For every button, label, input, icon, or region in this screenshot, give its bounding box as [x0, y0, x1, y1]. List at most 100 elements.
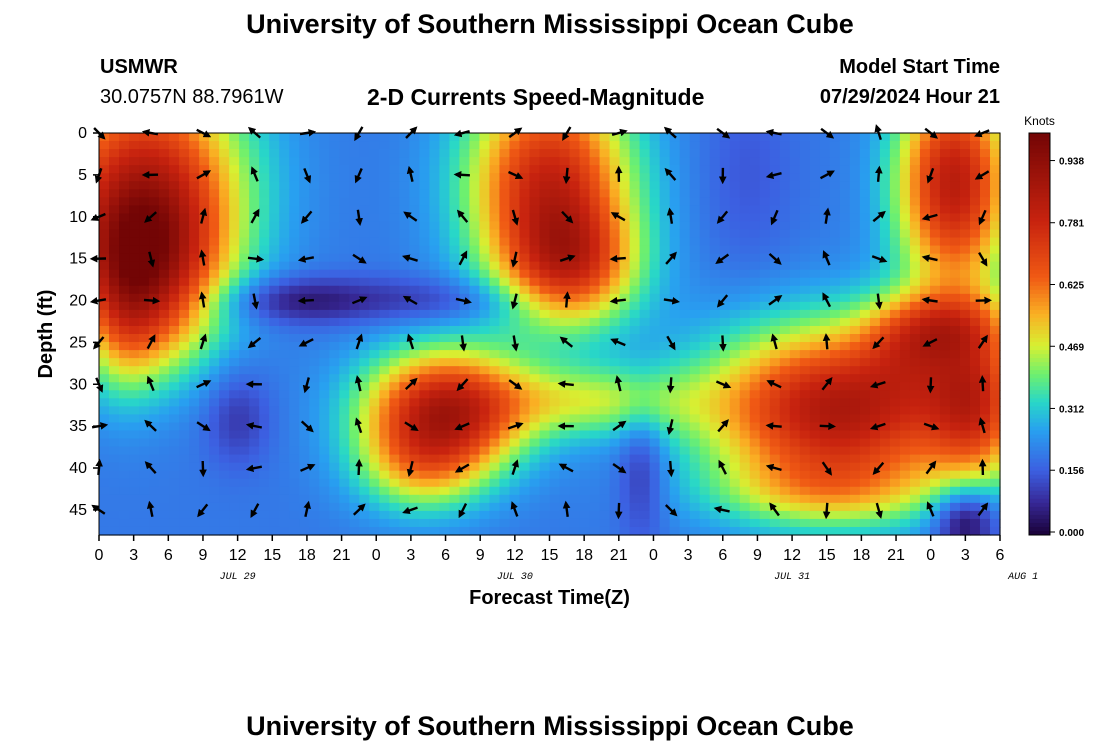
heatmap-cell: [659, 253, 671, 263]
heatmap-cell: [779, 422, 791, 432]
heatmap-cell: [899, 454, 911, 464]
heatmap-cell: [439, 366, 450, 375]
heatmap-cell: [959, 197, 971, 206]
heatmap-cell: [959, 526, 971, 536]
heatmap-cell: [759, 285, 771, 295]
heatmap-cell: [159, 205, 170, 214]
heatmap-cell: [899, 374, 911, 383]
heatmap-cell: [879, 494, 891, 504]
heatmap-cell: [659, 334, 671, 343]
heatmap-cell: [449, 334, 460, 343]
heatmap-cell: [269, 382, 280, 391]
heatmap-cell: [869, 390, 881, 399]
current-arrow: [144, 419, 157, 432]
heatmap-cell: [759, 197, 771, 206]
heatmap-cell: [909, 221, 921, 231]
heatmap-cell: [919, 229, 931, 239]
heatmap-cell: [969, 141, 981, 150]
heatmap-cell: [129, 422, 140, 432]
heatmap-cell: [389, 342, 400, 351]
heatmap-cell: [569, 486, 581, 496]
heatmap-cell: [879, 366, 891, 375]
current-arrow: [354, 168, 363, 184]
heatmap-cell: [699, 334, 711, 343]
heatmap-cell: [609, 438, 621, 448]
heatmap-cell: [539, 317, 551, 327]
heatmap-cell: [299, 205, 310, 214]
heatmap-cell: [199, 325, 210, 335]
heatmap-cell: [129, 197, 140, 206]
heatmap-cell: [909, 454, 921, 464]
heatmap-cell: [679, 454, 691, 464]
heatmap-cell: [409, 229, 420, 239]
heatmap-cell: [179, 494, 190, 504]
heatmap-cell: [899, 165, 911, 174]
heatmap-cell: [489, 486, 501, 496]
heatmap-cell: [979, 173, 991, 182]
heatmap-cell: [739, 253, 751, 263]
heatmap-cell: [379, 462, 390, 472]
heatmap-cell: [809, 253, 821, 263]
heatmap-cell: [709, 237, 721, 247]
heatmap-cell: [669, 414, 681, 424]
heatmap-cell: [99, 438, 110, 448]
heatmap-cell: [309, 502, 320, 512]
heatmap-cell: [539, 173, 551, 182]
heatmap-cell: [99, 189, 110, 198]
heatmap-cell: [259, 237, 270, 247]
heatmap-cell: [199, 358, 210, 367]
heatmap-cell: [309, 221, 320, 231]
heatmap-cell: [719, 205, 731, 214]
heatmap-cell: [959, 189, 971, 198]
heatmap-cell: [569, 358, 581, 367]
current-arrow: [199, 460, 207, 478]
heatmap-cell: [899, 382, 911, 391]
heatmap-cell: [409, 366, 420, 375]
heatmap-cell: [459, 430, 471, 440]
heatmap-cell: [779, 470, 791, 480]
heatmap-cell: [389, 173, 400, 182]
heatmap-cell: [339, 133, 350, 142]
heatmap-cell: [189, 414, 200, 424]
heatmap-cell: [439, 422, 450, 432]
heatmap-cells: [99, 133, 1001, 536]
heatmap-cell: [519, 470, 531, 480]
heatmap-cell: [989, 502, 1001, 512]
heatmap-cell: [169, 358, 180, 367]
heatmap-cell: [629, 414, 641, 424]
x-tick-label: 0: [95, 547, 104, 564]
heatmap-cell: [859, 350, 871, 359]
heatmap-cell: [199, 462, 210, 472]
heatmap-cell: [749, 358, 761, 367]
heatmap-cell: [599, 510, 611, 520]
heatmap-cell: [659, 350, 671, 359]
heatmap-cell: [299, 141, 310, 150]
heatmap-cell: [439, 293, 450, 303]
heatmap-cell: [209, 478, 220, 488]
heatmap-cell: [419, 205, 430, 214]
x-tick-label: 18: [298, 547, 316, 564]
heatmap-cell: [429, 293, 440, 303]
heatmap-cell: [359, 446, 370, 456]
heatmap-cell: [179, 342, 190, 351]
heatmap-cell: [769, 350, 781, 359]
heatmap-cell: [259, 350, 270, 359]
heatmap-cell: [609, 237, 621, 247]
heatmap-cell: [269, 325, 280, 335]
heatmap-cell: [849, 173, 861, 182]
heatmap-cell: [159, 358, 170, 367]
heatmap-cell: [599, 454, 611, 464]
heatmap-cell: [989, 358, 1001, 367]
heatmap-cell: [929, 390, 941, 399]
heatmap-cell: [559, 430, 571, 440]
heatmap-cell: [969, 149, 981, 158]
heatmap-cell: [369, 334, 380, 343]
heatmap-cell: [889, 454, 901, 464]
heatmap-cell: [109, 133, 120, 142]
heatmap-cell: [759, 317, 771, 327]
heatmap-cell: [829, 390, 841, 399]
heatmap-cell: [289, 165, 300, 174]
heatmap-cell: [459, 350, 471, 359]
heatmap-cell: [829, 205, 841, 214]
heatmap-cell: [859, 197, 871, 206]
